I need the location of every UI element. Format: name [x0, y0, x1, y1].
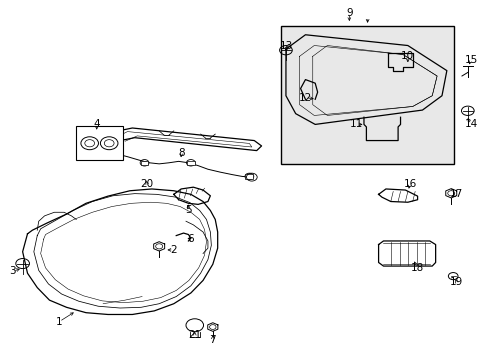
Text: 7: 7: [209, 334, 216, 345]
Text: 12: 12: [298, 93, 311, 103]
Text: 13: 13: [279, 41, 292, 50]
Text: 16: 16: [403, 179, 416, 189]
Text: 5: 5: [185, 206, 191, 216]
Text: 8: 8: [178, 148, 184, 158]
Text: 2: 2: [170, 245, 177, 255]
Text: 1: 1: [56, 317, 62, 327]
Text: 3: 3: [10, 266, 16, 276]
Text: 14: 14: [464, 120, 477, 129]
Text: 6: 6: [187, 234, 194, 244]
Text: 10: 10: [401, 51, 413, 61]
Text: 18: 18: [410, 263, 424, 273]
Bar: [76, 126, 122, 160]
Text: 9: 9: [346, 8, 352, 18]
Bar: [245, 174, 253, 179]
Text: 11: 11: [349, 120, 363, 129]
Text: 4: 4: [93, 120, 100, 129]
Bar: [186, 161, 194, 165]
Bar: [281, 26, 453, 164]
Text: 20: 20: [140, 179, 153, 189]
Text: 21: 21: [188, 330, 201, 340]
Text: 19: 19: [449, 277, 462, 287]
Bar: [87, 148, 95, 153]
Text: 15: 15: [464, 55, 477, 65]
Bar: [141, 161, 148, 165]
Text: 17: 17: [449, 189, 462, 199]
